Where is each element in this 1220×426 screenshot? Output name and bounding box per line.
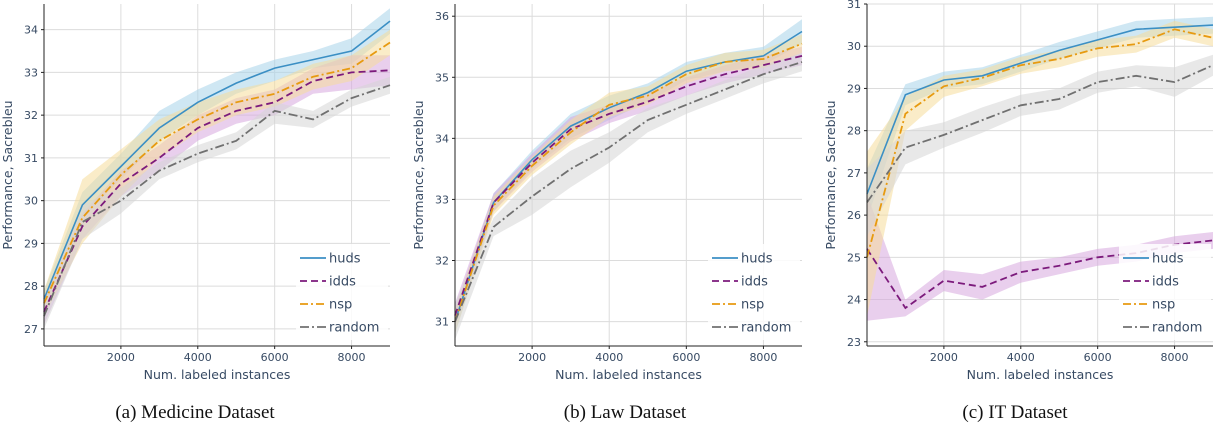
confidence-band-random <box>867 54 1213 237</box>
y-axis-label: Performance, Sacrebleu <box>823 100 838 249</box>
x-tick-label: 2000 <box>107 351 135 364</box>
y-tick-label: 30 <box>847 40 861 53</box>
y-tick-label: 29 <box>847 82 861 95</box>
y-axis-label: Performance, Sacrebleu <box>0 100 15 249</box>
confidence-band-nsp <box>44 29 390 317</box>
legend-label-nsp: nsp <box>329 298 352 313</box>
x-axis-label: Num. labeled instances <box>967 367 1114 382</box>
legend: huds idds nsp random <box>708 244 800 340</box>
y-tick-label: 32 <box>435 255 449 268</box>
series-line-idds <box>43 69 391 313</box>
legend-label-nsp: nsp <box>741 298 764 313</box>
x-axis-label: Num. labeled instances <box>555 367 702 382</box>
legend-box <box>296 244 388 340</box>
series-line-random <box>866 64 1214 203</box>
legend-label-huds: huds <box>1152 252 1184 267</box>
confidence-band-random <box>455 52 802 340</box>
y-tick-label: 32 <box>24 109 38 122</box>
x-axis-label: Num. labeled instances <box>144 367 291 382</box>
legend: huds idds nsp random <box>1119 244 1211 340</box>
confidence-band-idds <box>867 194 1213 321</box>
series-line-huds <box>43 20 391 300</box>
x-tick-label: 2000 <box>930 351 958 364</box>
chart-panel-1: 2000 4000 6000 8000 27 28 29 30 31 32 33 34 Num. lab… <box>0 4 391 423</box>
y-tick-label: 35 <box>435 71 449 84</box>
legend-label-random: random <box>741 321 791 336</box>
x-tick-label: 2000 <box>518 351 546 364</box>
y-tick-label: 28 <box>847 125 861 138</box>
legend-label-random: random <box>1152 321 1202 336</box>
figure-caption: (b) Law Dataset <box>564 402 687 423</box>
x-tick-label: 8000 <box>338 351 366 364</box>
legend-box <box>1119 244 1211 340</box>
y-tick-label: 33 <box>24 66 38 79</box>
y-tick-label: 30 <box>24 195 38 208</box>
x-tick-label: 6000 <box>672 351 700 364</box>
series-line-huds <box>866 24 1214 195</box>
legend: huds idds nsp random <box>296 244 388 340</box>
y-tick-label: 27 <box>24 323 38 336</box>
y-tick-label: 36 <box>435 10 449 23</box>
y-tick-label: 29 <box>24 237 38 250</box>
x-tick-label: 8000 <box>1161 351 1189 364</box>
y-tick-label: 31 <box>24 152 38 165</box>
y-tick-label: 33 <box>435 193 449 206</box>
y-tick-label: 27 <box>847 167 861 180</box>
legend-label-huds: huds <box>741 252 773 267</box>
x-tick-label: 6000 <box>261 351 289 364</box>
y-tick-label: 24 <box>847 294 861 307</box>
y-tick-label: 23 <box>847 336 861 349</box>
chart-panel-2: 2000 4000 6000 8000 31 32 33 34 35 36 Num. labeled… <box>411 4 803 423</box>
legend-box <box>708 244 800 340</box>
series-line-random <box>43 84 391 317</box>
x-tick-label: 4000 <box>1007 351 1035 364</box>
series-line-nsp <box>866 28 1214 258</box>
y-tick-label: 25 <box>847 251 861 264</box>
y-tick-label: 28 <box>24 280 38 293</box>
x-tick-label: 8000 <box>749 351 777 364</box>
confidence-band-random <box>44 76 390 329</box>
y-tick-label: 34 <box>435 132 449 145</box>
series-line-nsp <box>43 41 391 304</box>
figure-caption: (c) IT Dataset <box>962 402 1068 423</box>
series-line-nsp <box>454 42 803 322</box>
legend-label-random: random <box>329 321 379 336</box>
figure-caption: (a) Medicine Dataset <box>115 402 275 423</box>
chart-panel-3: 2000 4000 6000 8000 23 24 25 26 27 28 29 30 31 Num. l… <box>823 0 1214 423</box>
confidence-band-huds <box>44 8 390 308</box>
y-axis-label: Performance, Sacrebleu <box>411 100 426 249</box>
y-tick-label: 34 <box>24 24 38 37</box>
legend-label-idds: idds <box>1152 275 1179 290</box>
series-line-idds <box>454 55 803 316</box>
series-line-random <box>454 61 803 322</box>
x-tick-label: 4000 <box>595 351 623 364</box>
legend-label-idds: idds <box>329 275 356 290</box>
x-tick-label: 6000 <box>1084 351 1112 364</box>
legend-label-huds: huds <box>329 252 361 267</box>
x-tick-label: 4000 <box>184 351 212 364</box>
y-tick-label: 26 <box>847 209 861 222</box>
y-tick-label: 31 <box>435 316 449 329</box>
legend-label-nsp: nsp <box>1152 298 1175 313</box>
legend-label-idds: idds <box>741 275 768 290</box>
y-tick-label: 31 <box>847 0 861 11</box>
